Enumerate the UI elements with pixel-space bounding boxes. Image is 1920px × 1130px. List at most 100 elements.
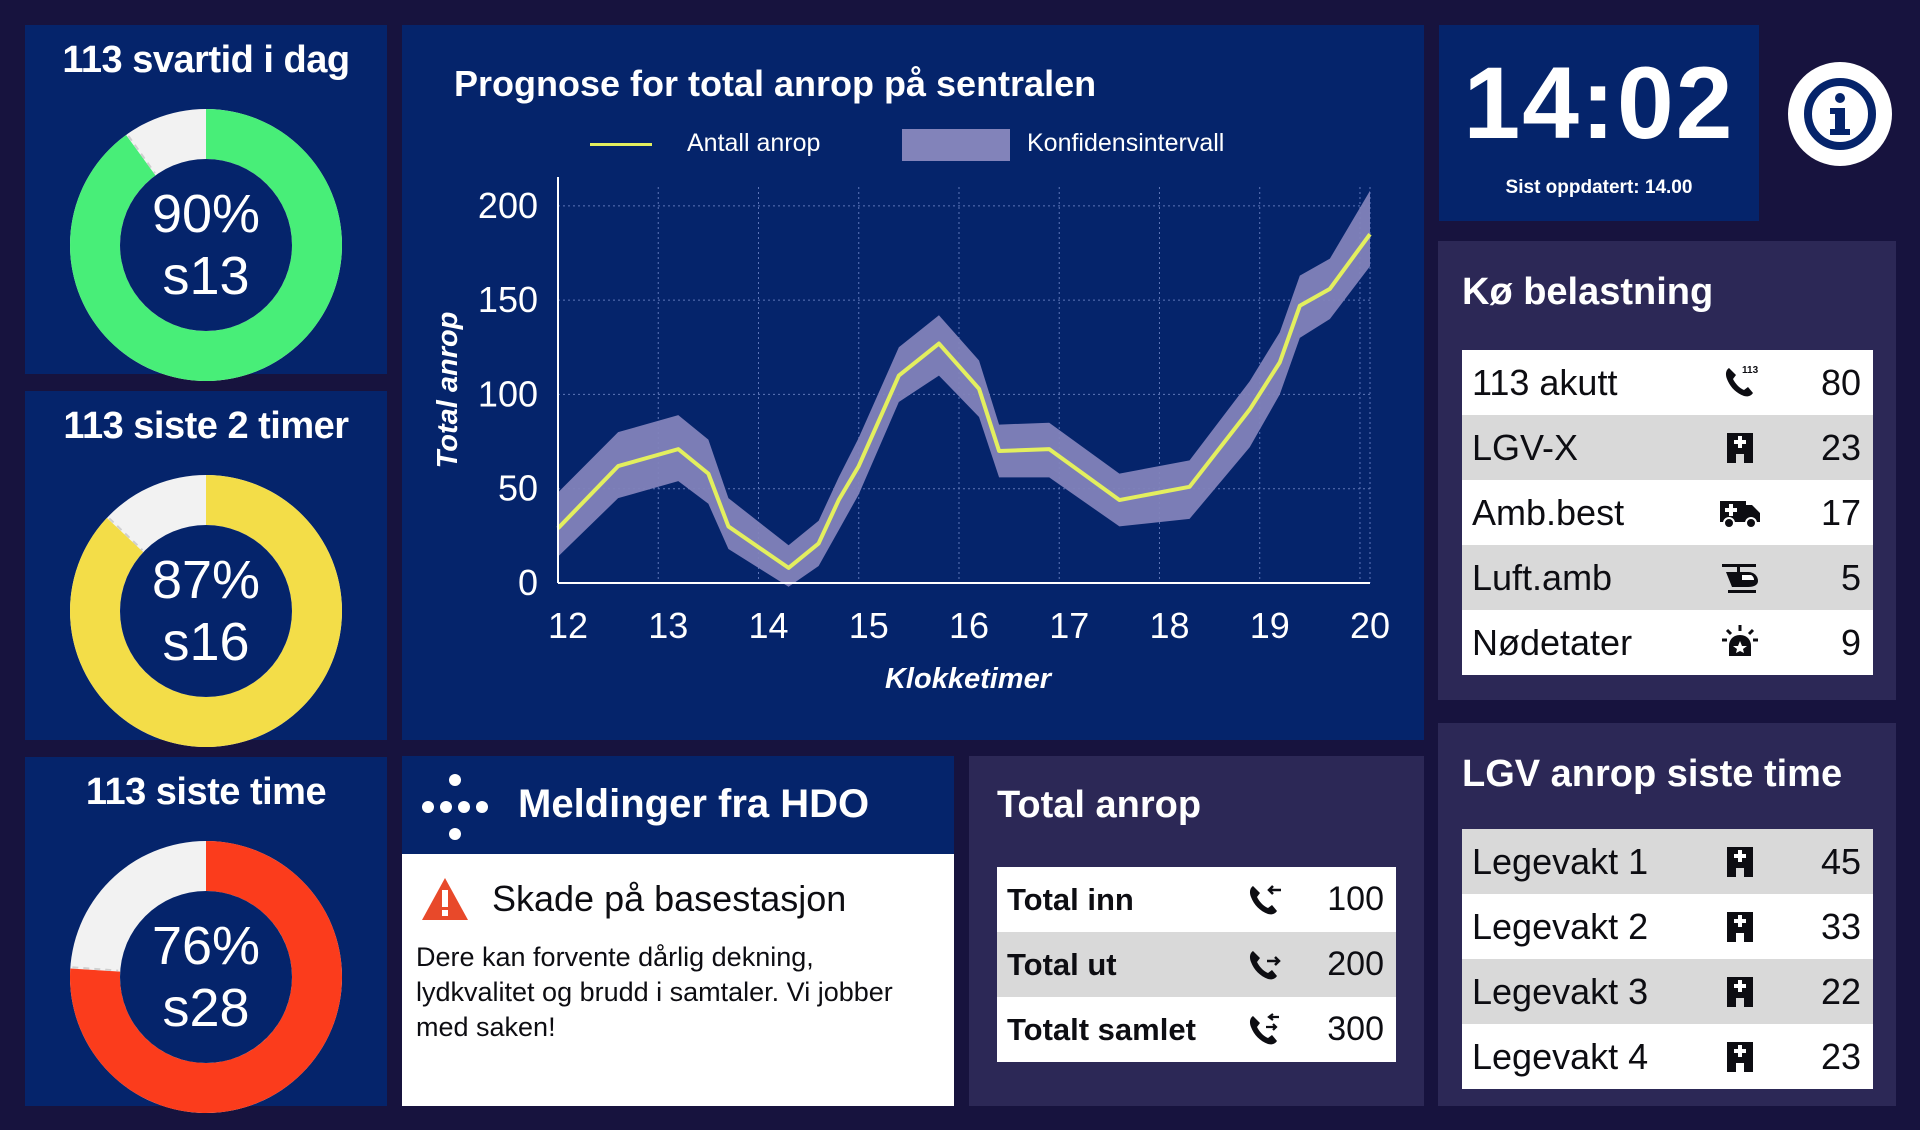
messages-panel: Meldinger fra HDO Skade på basestasjon D… xyxy=(402,756,954,1106)
row-value: 33 xyxy=(1820,905,1861,947)
row-value: 300 xyxy=(1327,1010,1384,1048)
row-value: 80 xyxy=(1820,361,1861,403)
info-button[interactable] xyxy=(1788,62,1892,166)
donut-percent: 76% xyxy=(151,916,261,976)
donut-arc xyxy=(69,109,343,382)
svg-text:113: 113 xyxy=(1742,365,1759,376)
totals-table: Total inn 100 Total ut 200 Totalt samlet… xyxy=(997,867,1396,1062)
lgv-table: Legevakt 1 45 Legevakt 2 33 Legevakt 3 2… xyxy=(1462,829,1873,1089)
warning-icon xyxy=(422,878,468,920)
helicopter-icon xyxy=(1718,557,1762,597)
messages-title: Meldinger fra HDO xyxy=(518,782,870,826)
legend-band-swatch xyxy=(902,129,1010,161)
row-value: 17 xyxy=(1820,491,1861,533)
donut-hole xyxy=(120,159,292,331)
donut-title: 113 siste time xyxy=(85,771,327,813)
x-tick-label: 12 xyxy=(548,605,588,646)
row-label: Legevakt 1 xyxy=(1472,840,1649,882)
phone-incoming-icon xyxy=(1245,881,1283,919)
row-value: 5 xyxy=(1840,556,1861,598)
hospital-icon xyxy=(1720,906,1760,946)
donut-sub: s16 xyxy=(162,612,250,672)
hospital-icon xyxy=(1720,971,1760,1011)
totals-panel: Total anrop Total inn 100 Total ut 200 T… xyxy=(969,756,1424,1106)
table-row: Amb.best 17 xyxy=(1462,480,1873,545)
message-card[interactable]: Skade på basestasjon Dere kan forvente d… xyxy=(402,854,954,1106)
y-tick-label: 50 xyxy=(498,468,538,509)
row-label: Luft.amb xyxy=(1472,556,1613,598)
queue-table: 113 akutt 113 80 LGV-X 23 Amb.best 17 Lu… xyxy=(1462,350,1873,675)
x-tick-label: 20 xyxy=(1350,605,1390,646)
row-label: Total ut xyxy=(1007,946,1117,982)
donut-hole xyxy=(120,891,292,1063)
donut-marker xyxy=(108,517,144,551)
y-tick-label: 150 xyxy=(478,279,538,320)
row-value: 100 xyxy=(1327,880,1384,918)
hospital-icon xyxy=(1720,841,1760,881)
table-row: Legevakt 1 45 xyxy=(1462,829,1873,894)
phone-outgoing-icon xyxy=(1245,946,1283,984)
info-icon xyxy=(1804,78,1876,150)
x-tick-label: 17 xyxy=(1049,605,1089,646)
row-label: Legevakt 2 xyxy=(1472,905,1649,947)
hospital-icon xyxy=(1720,427,1760,467)
chart-title: Prognose for total anrop på sentralen xyxy=(454,63,1097,104)
y-tick-label: 200 xyxy=(478,185,538,226)
last-updated: Sist oppdatert: 14.00 xyxy=(1505,177,1693,198)
donut-arc xyxy=(70,841,343,1113)
donut-marker xyxy=(72,966,119,972)
row-label: Legevakt 4 xyxy=(1472,1035,1649,1077)
row-value: 22 xyxy=(1820,970,1861,1012)
table-row: 113 akutt 113 80 xyxy=(1462,350,1873,415)
x-tick-label: 14 xyxy=(748,605,788,646)
y-tick-label: 100 xyxy=(478,373,538,414)
legend-line-swatch xyxy=(590,143,652,146)
table-row: Legevakt 4 23 xyxy=(1462,1024,1873,1089)
row-value: 23 xyxy=(1820,426,1861,468)
table-row: Legevakt 2 33 xyxy=(1462,894,1873,959)
table-row: Total inn 100 xyxy=(997,867,1396,932)
phone-both-icon xyxy=(1245,1011,1283,1049)
ambulance-icon xyxy=(1718,492,1762,532)
x-tick-label: 13 xyxy=(648,605,688,646)
row-label: LGV-X xyxy=(1472,426,1579,468)
queue-panel: Kø belastning 113 akutt 113 80 LGV-X 23 … xyxy=(1438,241,1896,700)
donut-center: 90% s13 xyxy=(69,108,343,382)
queue-title: Kø belastning xyxy=(1462,271,1714,313)
donut-percent: 87% xyxy=(151,550,261,610)
donut-sub: s13 xyxy=(162,246,250,306)
table-row: Luft.amb 5 xyxy=(1462,545,1873,610)
table-row: Legevakt 3 22 xyxy=(1462,959,1873,1024)
legend-label-konfidens: Konfidensintervall xyxy=(1027,129,1225,157)
donut-chart xyxy=(69,475,343,747)
table-row: Total ut 200 xyxy=(997,932,1396,997)
donut-percent: 90% xyxy=(151,184,261,244)
message-body: Dere kan forvente dårlig dekning, lydkva… xyxy=(416,942,893,1042)
row-value: 23 xyxy=(1820,1035,1861,1077)
hospital-icon xyxy=(1720,1036,1760,1076)
donut-panel-today: 113 svartid i dag 90% s13 xyxy=(25,25,387,382)
row-label: 113 akutt xyxy=(1472,361,1618,403)
totals-title: Total anrop xyxy=(997,784,1202,826)
x-tick-label: 15 xyxy=(849,605,889,646)
forecast-panel: Prognose for total anrop på sentralen An… xyxy=(402,25,1424,740)
x-tick-label: 18 xyxy=(1149,605,1189,646)
donut-panel-2h: 113 siste 2 timer 87% s16 xyxy=(25,391,387,747)
row-value: 45 xyxy=(1820,840,1861,882)
legend-label-antall: Antall anrop xyxy=(687,129,821,157)
confidence-band xyxy=(558,190,1370,587)
donut-hole xyxy=(120,525,292,697)
hdo-logo-icon xyxy=(422,774,488,840)
table-row: LGV-X 23 xyxy=(1462,415,1873,480)
donut-center: 87% s16 xyxy=(69,474,343,748)
lgv-title: LGV anrop siste time xyxy=(1462,753,1843,795)
table-row: Nødetater 9 xyxy=(1462,610,1873,675)
forecast-line xyxy=(556,232,1372,570)
donut-marker xyxy=(127,135,156,174)
x-axis-label: Klokketimer xyxy=(885,663,1053,695)
table-row: Totalt samlet 300 xyxy=(997,997,1396,1062)
lgv-panel: LGV anrop siste time Legevakt 1 45 Legev… xyxy=(1438,723,1896,1106)
donut-panel-1h: 113 siste time 76% s28 xyxy=(25,757,387,1113)
donut-chart xyxy=(69,109,343,382)
forecast-chart: 0 50 100 150 200 12 13 14 15 16 17 18 19 20 Klokketime… xyxy=(432,177,1390,695)
